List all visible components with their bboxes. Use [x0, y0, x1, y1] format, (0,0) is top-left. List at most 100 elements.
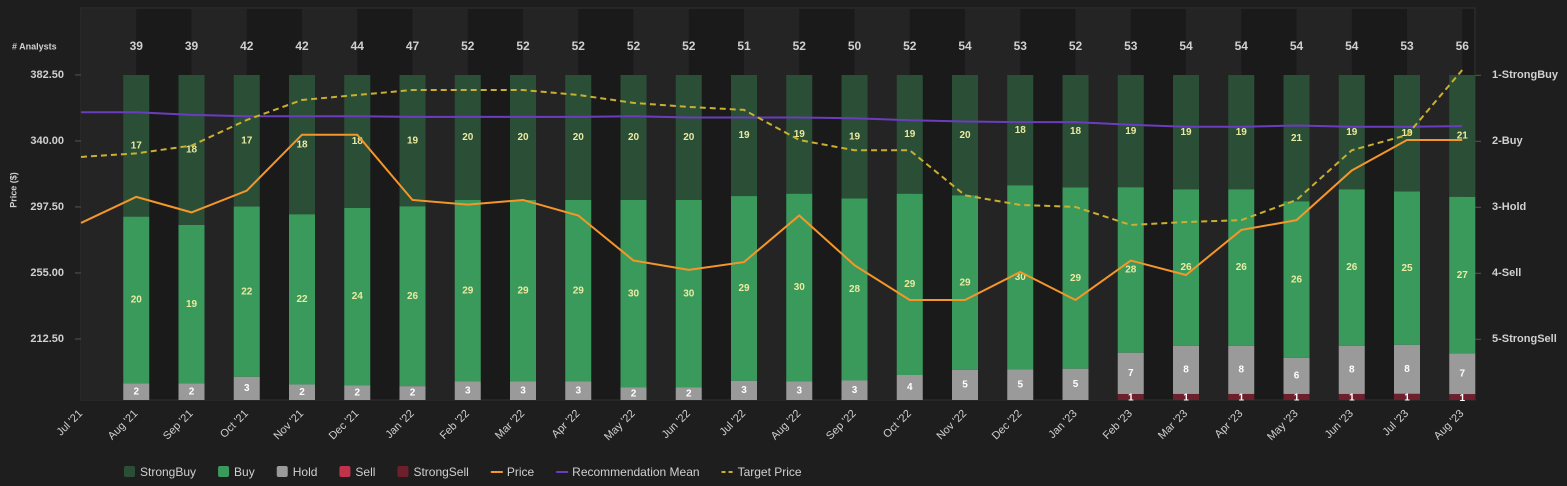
bar-label: 19	[186, 299, 198, 310]
y2-tick-label: 4-Sell	[1492, 267, 1521, 279]
bar-segment	[1117, 394, 1144, 400]
bar-segment	[731, 380, 757, 400]
bar-segment	[399, 386, 426, 400]
bar-label: 3	[465, 385, 471, 396]
legend-label: Price	[507, 465, 535, 479]
y2-tick-label: 5-StrongSell	[1492, 333, 1557, 345]
bar-label: 18	[1070, 126, 1082, 137]
bar-segment	[1283, 393, 1310, 400]
legend-label: Hold	[293, 465, 318, 479]
bar-segment	[1283, 201, 1310, 358]
bar-label: 7	[1128, 368, 1134, 379]
bar-segment	[510, 381, 536, 400]
y-tick-label: 297.50	[30, 201, 64, 213]
bar-segment	[1394, 191, 1420, 345]
bar-label: 20	[683, 132, 695, 143]
bar-segment	[1394, 75, 1420, 192]
analyst-count: 42	[240, 39, 254, 53]
analyst-count: 52	[461, 39, 475, 53]
analyst-count: 39	[130, 39, 144, 53]
bar-segment	[344, 385, 371, 400]
bar-segment	[1228, 189, 1255, 346]
bar-label: 28	[849, 284, 861, 295]
bar-segment	[178, 383, 205, 400]
bar-segment	[510, 200, 536, 382]
analyst-count: 54	[1290, 39, 1304, 53]
bar-segment	[510, 75, 536, 200]
bar-label: 19	[1125, 126, 1137, 137]
bar-segment	[896, 375, 923, 400]
bar-label: 3	[244, 383, 250, 394]
bar-label: 22	[241, 286, 253, 297]
bar-segment	[233, 75, 260, 207]
legend-swatch	[397, 466, 409, 477]
bar-segment	[565, 381, 592, 400]
bar-label: 18	[186, 145, 198, 156]
bar-segment	[454, 200, 481, 382]
bar-label: 1	[1183, 393, 1189, 404]
bar-segment	[675, 75, 702, 200]
bar-segment	[1449, 394, 1476, 400]
bar-segment	[1173, 75, 1199, 190]
bar-label: 24	[352, 291, 364, 302]
bar-label: 2	[410, 388, 416, 399]
bar-segment	[178, 225, 205, 384]
bar-label: 20	[573, 132, 585, 143]
bar-label: 2	[133, 386, 139, 397]
bar-segment	[786, 75, 813, 194]
bar-label: 3	[796, 385, 802, 396]
bar-segment	[565, 200, 592, 382]
bar-segment	[675, 387, 702, 400]
bar-label: 8	[1183, 365, 1189, 376]
bar-segment	[1283, 357, 1310, 394]
bar-label: 20	[131, 295, 143, 306]
bar-label: 21	[1291, 133, 1303, 144]
bar-segment	[1117, 75, 1144, 188]
bar-label: 29	[573, 285, 585, 296]
bar-label: 1	[1349, 393, 1355, 404]
bar-label: 18	[296, 139, 308, 150]
bar-segment	[731, 196, 757, 381]
bar-segment	[344, 207, 371, 386]
bar-label: 29	[959, 277, 971, 288]
analyst-count: 54	[1345, 39, 1359, 53]
bar-label: 29	[462, 285, 474, 296]
bar-label: 30	[683, 288, 695, 299]
bar-label: 22	[296, 294, 308, 305]
bar-segment	[399, 206, 426, 387]
bar-segment	[1062, 187, 1089, 369]
bar-label: 1	[1459, 393, 1465, 404]
bar-segment	[1228, 393, 1255, 400]
bar-label: 28	[1125, 265, 1137, 276]
analyst-count: 52	[1069, 39, 1083, 53]
bar-label: 20	[462, 132, 474, 143]
bar-label: 19	[1346, 127, 1358, 138]
bar-segment	[1007, 369, 1034, 400]
bar-label: 3	[575, 385, 581, 396]
bar-segment	[675, 200, 702, 388]
bar-segment	[1449, 196, 1476, 354]
bar-segment	[1062, 368, 1089, 400]
line-series	[80, 69, 1464, 226]
bar-label: 19	[1180, 127, 1192, 138]
bar-label: 19	[738, 130, 750, 141]
bar-label: 3	[852, 385, 858, 396]
bar-segment	[1173, 345, 1199, 394]
bar-segment	[1283, 75, 1310, 202]
bar-segment	[1449, 75, 1476, 197]
analyst-count: 53	[1124, 39, 1138, 53]
bar-label: 29	[517, 285, 529, 296]
analyst-count: 52	[682, 39, 696, 53]
y-tick-label: 212.50	[30, 333, 64, 345]
analysts-label: # Analysts	[12, 41, 57, 51]
legend-label: Target Price	[738, 465, 802, 479]
bar-segment	[620, 200, 647, 388]
legend-swatch	[218, 466, 230, 477]
legend-label: Recommendation Mean	[572, 465, 699, 479]
bar-label: 8	[1404, 364, 1410, 375]
bar-segment	[344, 75, 371, 208]
bar-segment	[123, 216, 150, 384]
bar-label: 26	[1346, 262, 1358, 273]
analyst-count: 52	[627, 39, 641, 53]
analyst-count: 53	[1400, 39, 1414, 53]
